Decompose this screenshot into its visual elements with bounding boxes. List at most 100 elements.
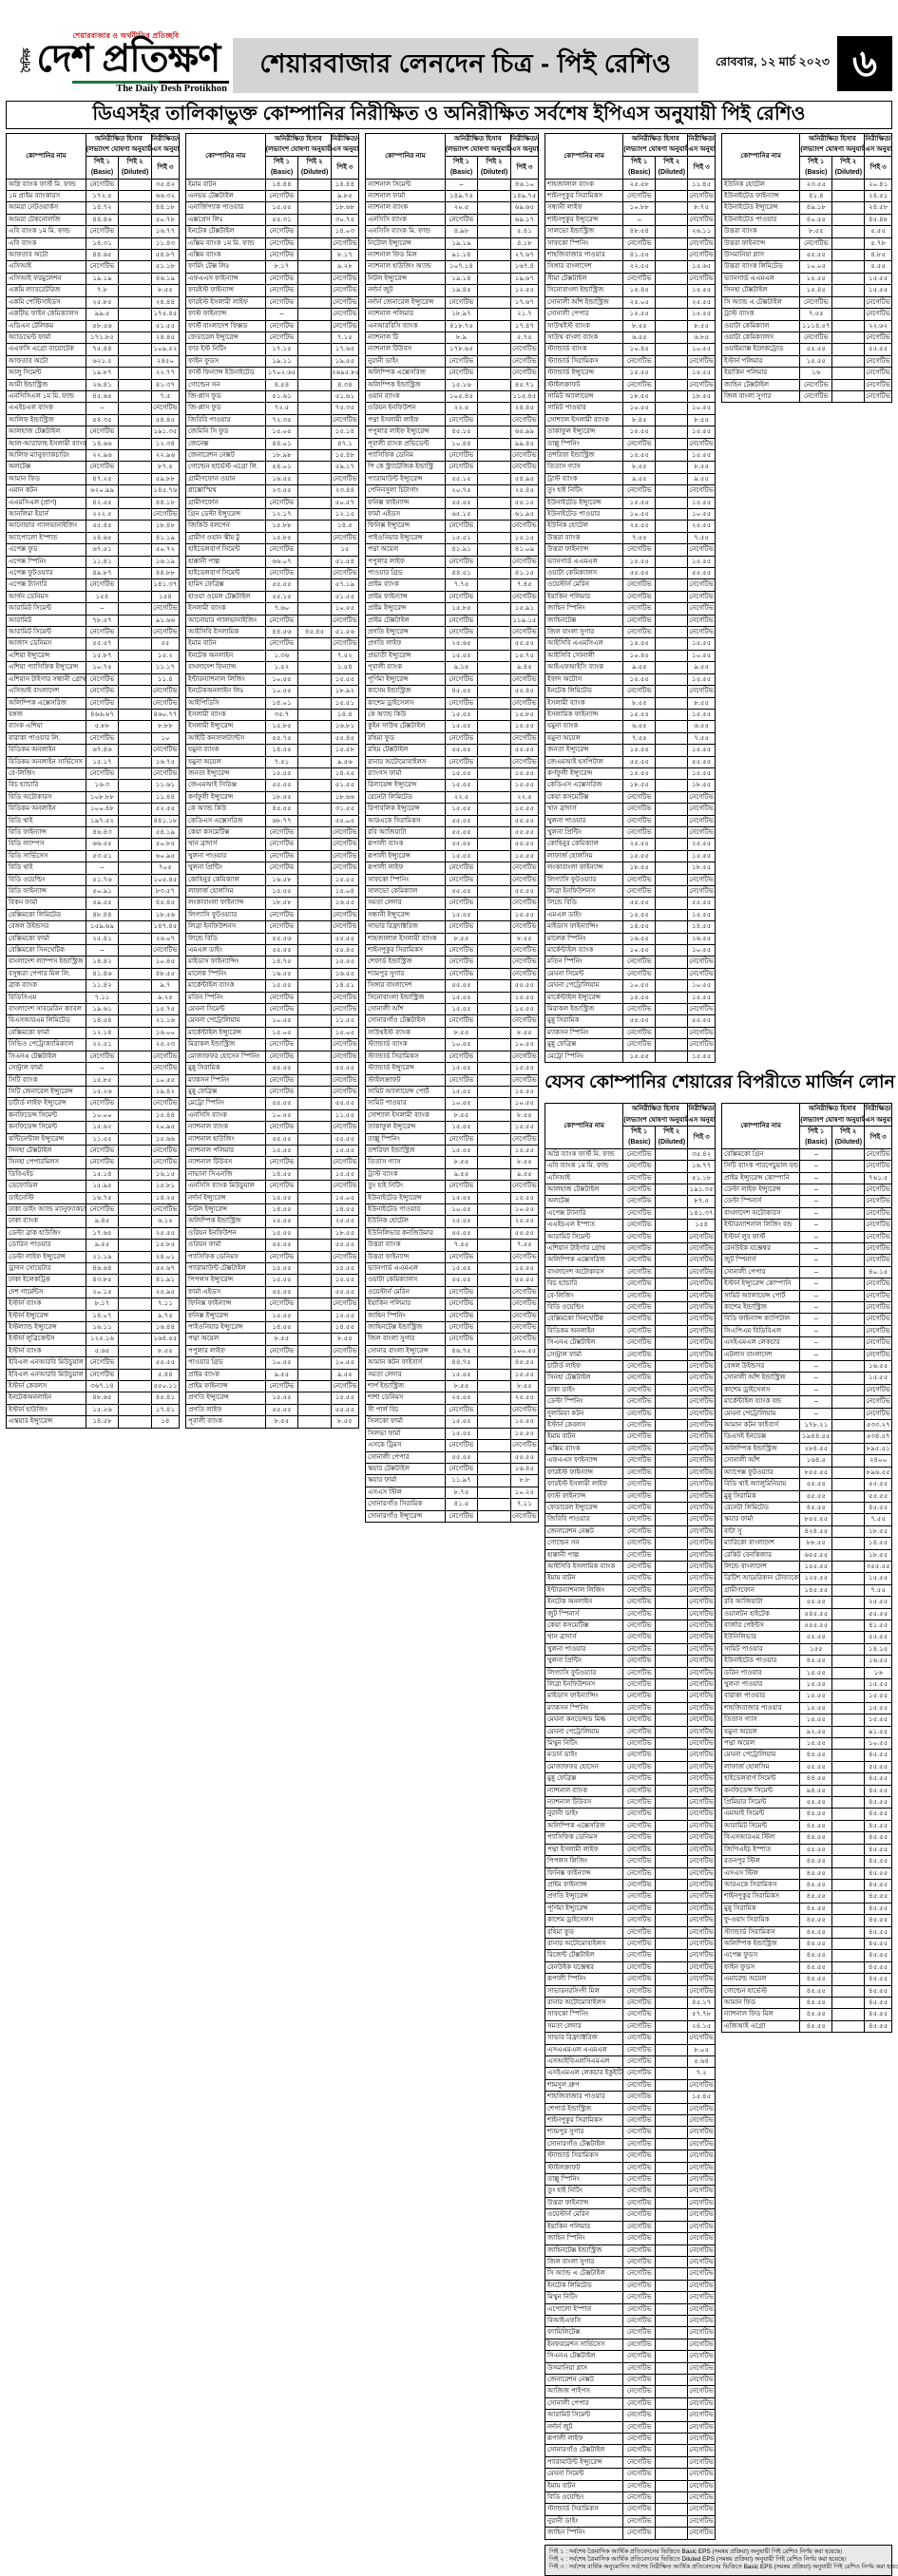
pe1-cell: নেগেটিভ: [622, 354, 657, 369]
pe1-cell: নেগেটিভ: [622, 1914, 657, 1927]
th-pe1: পিই ১ (Basic): [264, 155, 299, 180]
pe1-cell: ৪৫.৫৫: [799, 1819, 833, 1833]
table-row: ইউনাইটেড পাওয়ার ১০.৫৫ ১০.৫৫: [544, 507, 716, 521]
pe2-cell: [831, 354, 866, 369]
company-name-cell: মতিন স্পিনিং: [544, 956, 624, 969]
pe1-cell: ৫৫.৩১: [264, 213, 299, 227]
pe2-cell: [477, 354, 511, 369]
table-row: গ্রিন ডেল্টা ইন্স্যুরেন্স ১২.১৭ ১২.১৫: [185, 507, 360, 521]
pe1-cell: ৪৬.৪৩: [85, 825, 120, 840]
company-name-cell: রবি আজিয়াটা: [720, 1596, 801, 1609]
company-name-cell: লিব্রা ইনফিউশনস: [185, 920, 266, 934]
pe1-cell: নেগেটিভ: [622, 1183, 657, 1197]
table-row: ভ্যানগার্ড এএমএল ১৫.৫৫ ১৫.৫৫: [365, 1261, 540, 1276]
company-name-cell: সিলভা ফার্মা: [365, 1427, 446, 1441]
pe2-cell: [477, 448, 511, 463]
table-row: ইউনিক হোটেল ২৩.৫৫ ২০.৪১: [720, 178, 892, 192]
company-name-cell: আমান কটন ফাইবার্স: [720, 1419, 801, 1432]
pe1-cell: ১৯.১৯: [85, 272, 120, 286]
pe1-cell: নেগেটিভ: [264, 225, 299, 238]
pe3-cell: ১.৫৪: [330, 661, 360, 674]
pe2-cell: [477, 1038, 511, 1051]
company-name-cell: মেঘনা পেট্রোলিয়াম: [544, 1725, 624, 1739]
company-name-cell: প্রগতি ইন্স্যুরেন্স: [544, 1890, 624, 1904]
table-row: স্ট্যান্ডার্ড ব্যাংক ১০.৫৫ ১০.৫৫: [365, 1038, 540, 1051]
company-name-cell: ইউনাইটেড ইন্স্যুরেন্স: [544, 496, 624, 510]
pe3-cell: নেগেটিভ: [864, 1278, 892, 1291]
pe1-cell: ৫৫.৫৫: [799, 1478, 833, 1491]
company-name-cell: হাইডেলবার্গ সিমেন্ট: [720, 1772, 801, 1786]
company-name-cell: ফার্মা এইডস: [365, 507, 446, 521]
pe3-cell: নেগেটিভ: [687, 2196, 716, 2210]
pe2-cell: [477, 1309, 511, 1323]
pe3-cell: ১৪.১৫: [864, 1642, 892, 1657]
table-row: শ্যামপুর সুগার নেগেটিভ নেগেটিভ: [365, 967, 540, 981]
pe1-cell: ৪৫.৫৫: [799, 1855, 833, 1868]
pe3-cell: নেগেটিভ: [330, 908, 360, 922]
company-name-cell: আইসিবি সোনালী: [544, 649, 624, 663]
table-row: সাভারনরসিংদী মিল নেগেটিভ নেগেটিভ: [544, 1984, 716, 1998]
pe3-cell: নেগেটিভ: [687, 1300, 716, 1315]
pe3-cell: ৫৫.৫৫: [687, 897, 716, 910]
pe2-cell: [297, 838, 332, 851]
pe3-cell: ২৫.২৩: [150, 1038, 181, 1051]
pe2-cell: [297, 649, 332, 663]
pe2-cell: [118, 284, 152, 297]
pe1-cell: নেগেটিভ: [622, 1796, 657, 1809]
pe1-cell: ১৫.৪৫: [622, 284, 657, 297]
table-row: ইউনাইটেড ইন্স্যুরেন্স ১৫.৫৫ ১৫.৫৫: [365, 1191, 540, 1204]
pe1-cell: ৭২.৩৫: [264, 413, 299, 427]
pe1-cell: নেগেটিভ: [622, 2019, 657, 2034]
table-row: সোনালী আঁশ ১৬৪.৫ ২৪০০: [720, 1454, 892, 1468]
table-row: মালেক স্পিনিং ১৬.৫৫ ১৬.৫৫: [544, 932, 716, 946]
table-row: এক্সপ্রেস লিঃ ৫৫.৩১ ৩০.৭৫: [185, 213, 360, 227]
company-name-cell: উত্তরা ব্যাংক লিমিটেড: [720, 260, 801, 274]
company-name-cell: অলটেক্স: [6, 461, 86, 474]
pe3-cell: ১৫.১৪: [330, 426, 360, 439]
pe1-cell: ১১.৯৭: [444, 1474, 479, 1487]
table-row: অলিম্পিক এক্সেসরিজ নেগেটিভ নেগেটিভ: [544, 1254, 716, 1267]
pe3-cell: ৪৫.৫৫: [864, 1772, 892, 1786]
pe3-cell: নেগেটিভ: [509, 1073, 540, 1087]
pe3-cell: নেগেটিভ: [687, 2161, 716, 2175]
pe2-cell: [118, 897, 152, 910]
pe1-cell: ৭.৫৫: [622, 531, 657, 545]
table-row: প্রাইম ফাইন্যান্স নেগেটিভ নেগেটিভ: [365, 590, 540, 604]
pe3-cell: ১৭.৪৭: [509, 319, 540, 332]
company-name-cell: আজিজ পাইপস: [544, 2385, 624, 2398]
pe1-cell: ১৫.৫৫: [622, 308, 657, 321]
table-row: লিন্ডে বিডি ৫৫.৫৫ ৫৫.৫৫: [544, 897, 716, 910]
pe3-cell: ৪১.৫৫: [864, 1619, 892, 1633]
company-name-cell: ইমাম বাটন: [544, 2479, 624, 2493]
pe3-cell: ৫৫.৫৫: [330, 1403, 360, 1417]
company-name-cell: যমুনা ব্যাংক: [544, 720, 624, 733]
pe2-cell: [118, 672, 152, 687]
table-row: কেডিএস এক্সেসরিজ ১৮.৫৫ ১৮.৫৫: [544, 779, 716, 792]
pe2-cell: [655, 967, 689, 981]
company-name-cell: ইস্টার্ন লুব ফার্স্ট: [720, 1230, 801, 1243]
pe2-cell: [655, 873, 689, 887]
company-name-cell: জেনারেশন নেক্সট: [185, 448, 266, 463]
company-name-cell: ট্রাস্ট ব্যাংক: [544, 472, 624, 486]
pe3-cell: ১৪.২৫: [150, 1191, 181, 1204]
pe1-cell: নেগেটিভ: [622, 378, 657, 391]
company-name-cell: র‍্যাংগস ফার্মা: [365, 767, 446, 781]
pe3-cell: ১০.৪৫: [150, 956, 181, 969]
table-row: ফারইস্ট ইসলামী লাইফ নেগেটিভ নেগেটিভ: [544, 1478, 716, 1491]
company-name-cell: নুরানী ডাইং: [544, 2514, 624, 2529]
company-name-cell: রানার অটোমোবাইলস: [365, 755, 446, 768]
pe2-cell: [831, 319, 866, 332]
pe3-cell: ১৫.৮৫: [150, 1239, 181, 1252]
company-name-cell: এশিয়া প্যাসিফিক ইন্স্যুরেন্স: [6, 661, 86, 674]
pe3-cell: ১৫.৫৫: [330, 1261, 360, 1276]
table-row: ইস্টার্ন কেবলস নেগেটিভ নেগেটিভ: [544, 1419, 716, 1432]
pe2-cell: [831, 389, 866, 404]
pe3-cell: নেগেটিভ: [330, 1050, 360, 1064]
pe2-cell: [655, 1466, 689, 1480]
margin-loan-column-1: কোম্পানির নাম অনিরীক্ষিত হিসাব (লভ্যাংশ …: [544, 1103, 716, 2540]
company-name-cell: সালভো কেমিক্যাল: [365, 884, 446, 899]
pe3-cell: ৫০.৮৫: [150, 838, 181, 851]
pe3-cell: ৭.৫২: [330, 649, 360, 663]
pe1-cell: ৭.৫৫: [444, 1239, 479, 1252]
company-name-cell: আফতাব অটো: [6, 354, 86, 369]
